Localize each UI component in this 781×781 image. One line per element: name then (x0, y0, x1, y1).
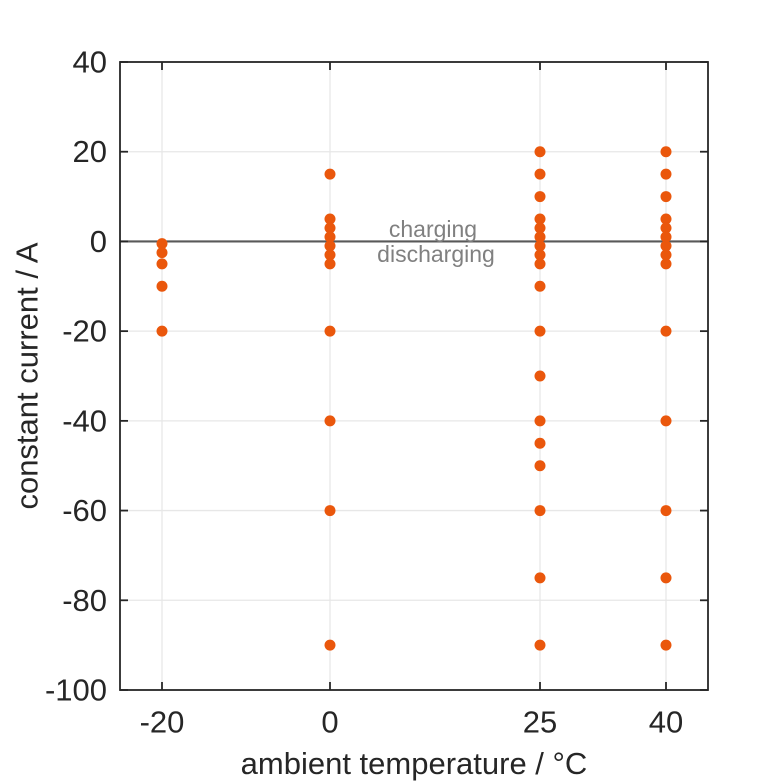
data-point (534, 213, 546, 225)
data-point (660, 146, 672, 158)
y-tick-label: -80 (62, 583, 107, 618)
discharging-label: discharging (377, 241, 495, 267)
data-point (534, 460, 546, 472)
charging-label: charging (389, 216, 477, 242)
data-point (324, 639, 336, 651)
data-point (324, 213, 336, 225)
data-point (534, 168, 546, 180)
data-point (660, 505, 672, 517)
data-point (534, 146, 546, 158)
data-point (660, 415, 672, 427)
data-point (156, 280, 168, 292)
y-tick-label: 20 (73, 134, 107, 169)
y-tick-label: -100 (45, 673, 107, 708)
data-point (660, 240, 672, 252)
data-point (324, 168, 336, 180)
data-point (534, 240, 546, 252)
data-point (324, 325, 336, 337)
data-point (534, 415, 546, 427)
x-axis-label: ambient temperature / °C (241, 746, 588, 781)
y-axis-label: constant current / A (10, 242, 45, 509)
x-tick-label: 25 (523, 705, 557, 740)
data-point (324, 258, 336, 270)
data-point (324, 505, 336, 517)
data-point (660, 191, 672, 203)
y-tick-label: 40 (73, 45, 107, 80)
tick-labels: -20 0 25 40 40 20 0 -20 -40 -60 -80 -100 (45, 45, 683, 740)
data-point (534, 231, 546, 243)
gridlines (120, 61, 708, 691)
plot-box (119, 61, 709, 691)
y-tick-label: -60 (62, 493, 107, 528)
data-point (660, 249, 672, 261)
data-point (534, 572, 546, 584)
data-point (534, 258, 546, 270)
data-point (660, 639, 672, 651)
data-point (324, 249, 336, 261)
data-point (534, 437, 546, 449)
data-point (156, 258, 168, 270)
data-point (534, 249, 546, 261)
data-point (324, 222, 336, 234)
data-point (156, 238, 168, 250)
data-point (534, 370, 546, 382)
data-point (534, 639, 546, 651)
data-point (660, 213, 672, 225)
data-point (660, 258, 672, 270)
x-tick-label: 0 (321, 705, 338, 740)
data-point (660, 572, 672, 584)
data-point (534, 222, 546, 234)
axes-box-and-ticks (119, 61, 709, 691)
data-point (156, 325, 168, 337)
data-point (534, 325, 546, 337)
data-point (534, 505, 546, 517)
data-point (324, 240, 336, 252)
y-tick-label: 0 (90, 224, 107, 259)
data-point (534, 191, 546, 203)
data-point (156, 247, 168, 259)
data-point (534, 280, 546, 292)
data-point (660, 231, 672, 243)
data-points (156, 146, 672, 651)
data-point (660, 168, 672, 180)
y-tick-label: -40 (62, 403, 107, 438)
data-point (324, 231, 336, 243)
data-point (324, 415, 336, 427)
x-tick-label: 40 (649, 705, 683, 740)
y-tick-label: -20 (62, 314, 107, 349)
data-point (660, 325, 672, 337)
x-tick-label: -20 (140, 705, 185, 740)
data-point (660, 222, 672, 234)
